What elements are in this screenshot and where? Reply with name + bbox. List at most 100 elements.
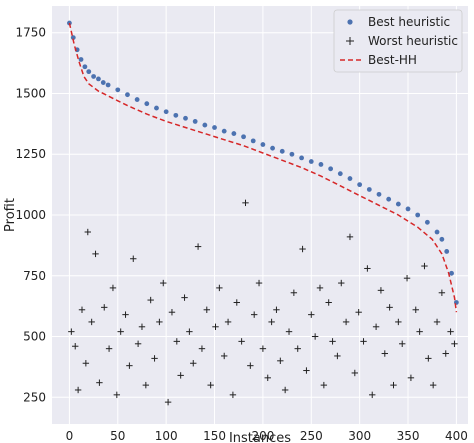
worst-heuristic-point [268, 318, 275, 326]
worst-heuristic-point [207, 381, 214, 389]
best-heuristic-point [279, 148, 285, 154]
worst-heuristic-point [355, 309, 362, 316]
best-heuristic-point [386, 196, 392, 202]
worst-heuristic-point [122, 311, 129, 318]
x-tick-label: 350 [397, 429, 420, 443]
best-heuristic-point [405, 206, 411, 212]
worst-heuristic-point [186, 328, 193, 335]
worst-heuristic-point [316, 284, 324, 292]
worst-heuristic-point [273, 306, 280, 313]
best-heuristic-point [366, 187, 372, 192]
worst-heuristic-point [334, 352, 341, 360]
worst-heuristic-point [381, 350, 388, 357]
worst-heuristic-point [216, 284, 223, 292]
worst-heuristic-point [281, 386, 289, 394]
legend-worst-heuristic-label: Worst heuristic [368, 34, 458, 48]
worst-heuristic-point [386, 304, 393, 311]
worst-heuristic-point [151, 355, 158, 362]
y-tick-label: 1250 [15, 147, 46, 161]
worst-heuristic-point [255, 279, 263, 287]
best-heuristic-point [192, 119, 198, 124]
legend-best-hh-label: Best-HH [368, 53, 417, 67]
worst-heuristic-point [303, 367, 310, 374]
worst-heuristic-point [264, 374, 271, 382]
best-heuristic-point [221, 128, 227, 134]
y-axis-label: Profit [3, 198, 18, 232]
best-heuristic-point [328, 166, 334, 172]
worst-heuristic-point [242, 199, 249, 207]
worst-heuristic-point [138, 323, 146, 330]
worst-heuristic-point [134, 340, 142, 348]
x-tick-label: 100 [155, 429, 178, 443]
y-tick-label: 1500 [15, 86, 46, 100]
worst-heuristic-point [156, 318, 163, 326]
worst-heuristic-point [338, 279, 345, 287]
y-tick-label: 750 [23, 269, 46, 283]
worst-heuristic-point [325, 299, 332, 306]
best-heuristic-point [250, 138, 256, 144]
worst-heuristic-point [311, 333, 319, 340]
x-tick-label: 150 [203, 429, 226, 443]
best-heuristic-point [231, 131, 237, 136]
worst-heuristic-point [160, 279, 167, 287]
worst-heuristic-point [364, 265, 371, 272]
worst-heuristic-point [221, 352, 228, 360]
worst-heuristic-point [425, 355, 432, 362]
y-tick-label: 1750 [15, 26, 46, 40]
worst-heuristic-point [377, 287, 385, 294]
best-heuristic-point [395, 201, 401, 207]
best-heuristic-point [212, 125, 217, 130]
worst-heuristic-point [442, 350, 449, 357]
legend-best-heuristic-label: Best heuristic [368, 15, 450, 29]
worst-heuristic-point [416, 328, 423, 335]
grid [52, 6, 468, 424]
worst-heuristic-point [92, 250, 99, 258]
worst-heuristic-point [412, 306, 419, 313]
best-heuristic-point [134, 97, 140, 102]
best-heuristic-point [270, 145, 275, 151]
best-heuristic-point [434, 229, 440, 235]
worst-heuristic-point [294, 345, 301, 352]
x-axis-label: Instances [229, 431, 291, 443]
worst-heuristic-point [346, 233, 354, 241]
worst-heuristic-point [360, 338, 367, 345]
series-layer [67, 20, 459, 406]
worst-heuristic-point [105, 345, 113, 352]
legend-best-heuristic-marker [347, 19, 353, 25]
worst-heuristic-point [68, 328, 75, 335]
best-heuristic-point [144, 101, 150, 107]
legend: Best heuristic Worst heuristic Best-HH [333, 9, 463, 73]
y-tick-label: 500 [23, 330, 46, 344]
worst-heuristic-point [233, 299, 240, 306]
best-heuristic-point [96, 76, 101, 82]
worst-heuristic-point [224, 318, 232, 326]
best-heuristic-point [173, 112, 179, 118]
worst-heuristic-point [194, 243, 202, 250]
best-heuristic-point [86, 69, 92, 75]
best-heuristic-point [376, 191, 382, 197]
worst-heuristic-point [109, 284, 117, 292]
x-tick-label: 250 [300, 429, 323, 443]
best-heuristic-point [82, 64, 88, 70]
worst-heuristic-point [403, 274, 411, 282]
worst-heuristic-point [203, 306, 210, 313]
worst-heuristic-point [299, 245, 306, 253]
worst-heuristic-point [399, 340, 406, 348]
worst-heuristic-point [101, 304, 108, 311]
legend-worst-heuristic-marker [346, 37, 354, 45]
best-heuristic-point [357, 182, 363, 188]
best-heuristic-point [115, 87, 121, 93]
worst-heuristic-point [451, 340, 458, 348]
best-heuristic-point [241, 134, 246, 140]
y-tick-label: 250 [23, 390, 46, 404]
tick-labels: 0 50 100 150 200 250 300 350 400 250 500 750 1000 125… [15, 26, 467, 443]
worst-heuristic-point [88, 318, 95, 326]
worst-heuristic-point [72, 343, 79, 350]
worst-heuristic-point [78, 306, 86, 313]
worst-heuristic-point [342, 318, 350, 326]
x-tick-label: 0 [66, 429, 74, 443]
worst-heuristic-point [229, 391, 237, 399]
worst-heuristic-point [421, 262, 428, 270]
best-heuristic-point [105, 82, 111, 88]
